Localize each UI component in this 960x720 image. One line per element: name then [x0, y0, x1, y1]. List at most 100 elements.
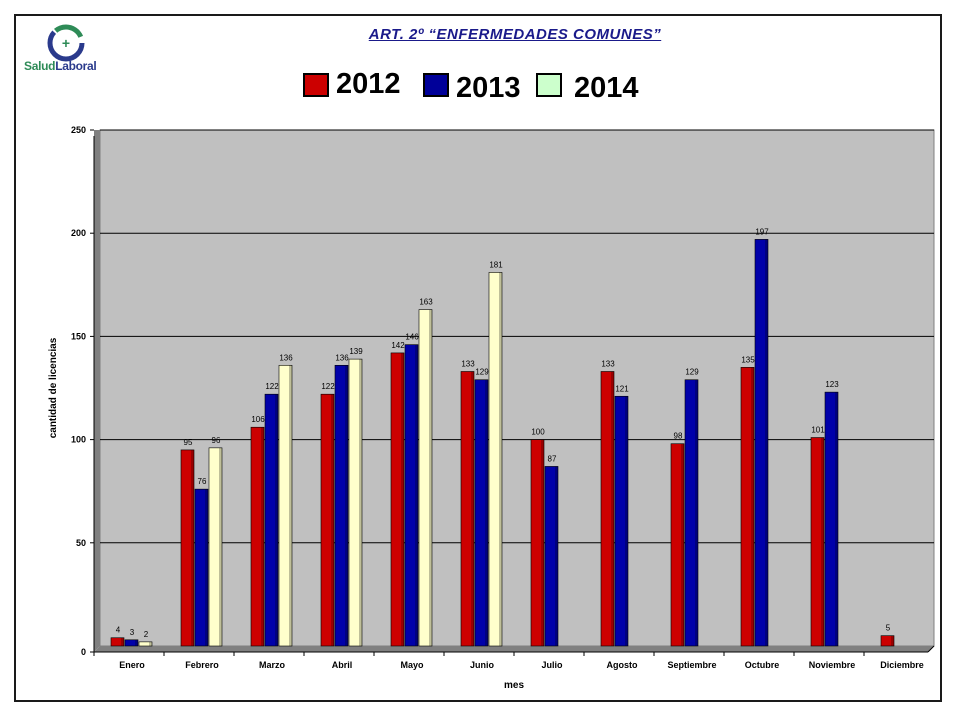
plot-floor [94, 646, 934, 652]
bar-2012 [530, 439, 545, 647]
bar-shade [625, 396, 628, 646]
y-tick-label: 50 [76, 538, 86, 548]
bar-shade [135, 639, 138, 646]
x-tick-label: Febrero [185, 660, 219, 670]
bar-2013 [474, 379, 489, 647]
slide-frame [14, 14, 942, 702]
x-tick-label: Agosto [607, 660, 638, 670]
data-label: 181 [489, 260, 503, 269]
bar-shade [345, 365, 348, 646]
x-tick-label: Noviembre [809, 660, 856, 670]
x-tick-label: Octubre [745, 660, 780, 670]
bar-shade [695, 379, 698, 646]
data-label: 100 [531, 428, 545, 437]
bar-shade [751, 367, 754, 646]
bar-2013 [754, 239, 769, 647]
bar-shade [821, 437, 824, 646]
plot-area [99, 129, 935, 647]
bar-shade [681, 443, 684, 646]
x-tick-label: Abril [332, 660, 353, 670]
bar-shade [555, 466, 558, 646]
bar-shade [499, 272, 502, 646]
svg-text:+: + [62, 35, 70, 51]
bar-2012 [670, 443, 685, 647]
bar-2014 [208, 447, 223, 647]
bar-2012 [180, 449, 195, 647]
bar-shade [359, 359, 362, 646]
data-label: 122 [265, 382, 279, 391]
y-tick-label: 100 [71, 435, 86, 445]
legend-swatch-2013 [423, 73, 449, 97]
data-label: 163 [419, 298, 433, 307]
bar-2014 [278, 364, 293, 647]
bar-2014 [488, 272, 503, 647]
bar-shade [149, 641, 152, 646]
data-label: 98 [674, 432, 683, 441]
data-label: 139 [349, 347, 363, 356]
y-tick-label: 250 [71, 125, 86, 135]
data-label: 121 [615, 384, 629, 393]
page-title: ART. 2º “ENFERMEDADES COMUNES” [368, 26, 662, 43]
x-tick-label: Septiembre [667, 660, 716, 670]
salud-laboral-logo-icon: + [47, 24, 85, 62]
data-label: 87 [548, 454, 557, 463]
legend-label-2013: 2013 [456, 72, 521, 104]
data-label: 129 [475, 368, 489, 377]
y-axis-label: cantidad de licencias [48, 337, 59, 438]
data-label: 197 [755, 227, 769, 236]
bar-2012 [110, 637, 125, 647]
legend-label-2012: 2012 [336, 68, 401, 100]
data-label: 3 [130, 628, 135, 637]
data-label: 136 [279, 353, 293, 362]
bar-chart: 0 50 100 150 200 250 Enero 4 3 2 Febrero 95 76 96 Marz… [48, 125, 935, 691]
bar-2013 [404, 344, 419, 647]
x-tick-label: Diciembre [880, 660, 924, 670]
bar-shade [485, 379, 488, 646]
bar-shade [191, 449, 194, 646]
data-label: 122 [321, 382, 335, 391]
bar-2013 [824, 391, 839, 647]
bar-2014 [138, 641, 153, 647]
data-label: 135 [741, 355, 755, 364]
legend-swatch-2012 [303, 73, 329, 97]
x-tick-label: Marzo [259, 660, 286, 670]
x-tick-label: Julio [541, 660, 563, 670]
data-label: 142 [391, 341, 405, 350]
plot-sidewall [94, 130, 100, 652]
bar-2013 [614, 395, 629, 647]
legend-label-2014: 2014 [574, 72, 639, 104]
bar-2013 [684, 379, 699, 647]
data-label: 106 [251, 415, 265, 424]
bar-2013 [544, 466, 559, 647]
y-tick-label: 0 [81, 647, 86, 657]
bar-2013 [194, 488, 209, 647]
data-label: 129 [685, 368, 699, 377]
logo-text: SaludLaboral [24, 59, 97, 73]
bar-2012 [880, 635, 895, 647]
bar-2012 [460, 371, 475, 647]
bar-2012 [600, 371, 615, 647]
bar-2012 [810, 437, 825, 647]
legend-swatch-2014 [536, 73, 562, 97]
bar-2012 [740, 367, 755, 647]
data-label: 4 [116, 626, 121, 635]
x-axis-end [927, 645, 935, 653]
x-tick-label: Enero [119, 660, 145, 670]
bar-shade [205, 489, 208, 646]
x-tick-label: Mayo [400, 660, 424, 670]
bar-shade [401, 352, 404, 646]
data-label: 95 [184, 438, 193, 447]
data-label: 146 [405, 333, 419, 342]
data-label: 2 [144, 630, 149, 639]
bar-shade [765, 239, 768, 646]
bar-2012 [250, 426, 265, 647]
bar-shade [429, 309, 432, 646]
bar-shade [261, 427, 264, 646]
bar-shade [121, 637, 124, 646]
data-label: 101 [811, 426, 825, 435]
data-label: 133 [461, 359, 475, 368]
bar-shade [331, 394, 334, 646]
bar-shade [891, 635, 894, 646]
y-tick-label: 200 [71, 228, 86, 238]
y-tick-label: 150 [71, 331, 86, 341]
